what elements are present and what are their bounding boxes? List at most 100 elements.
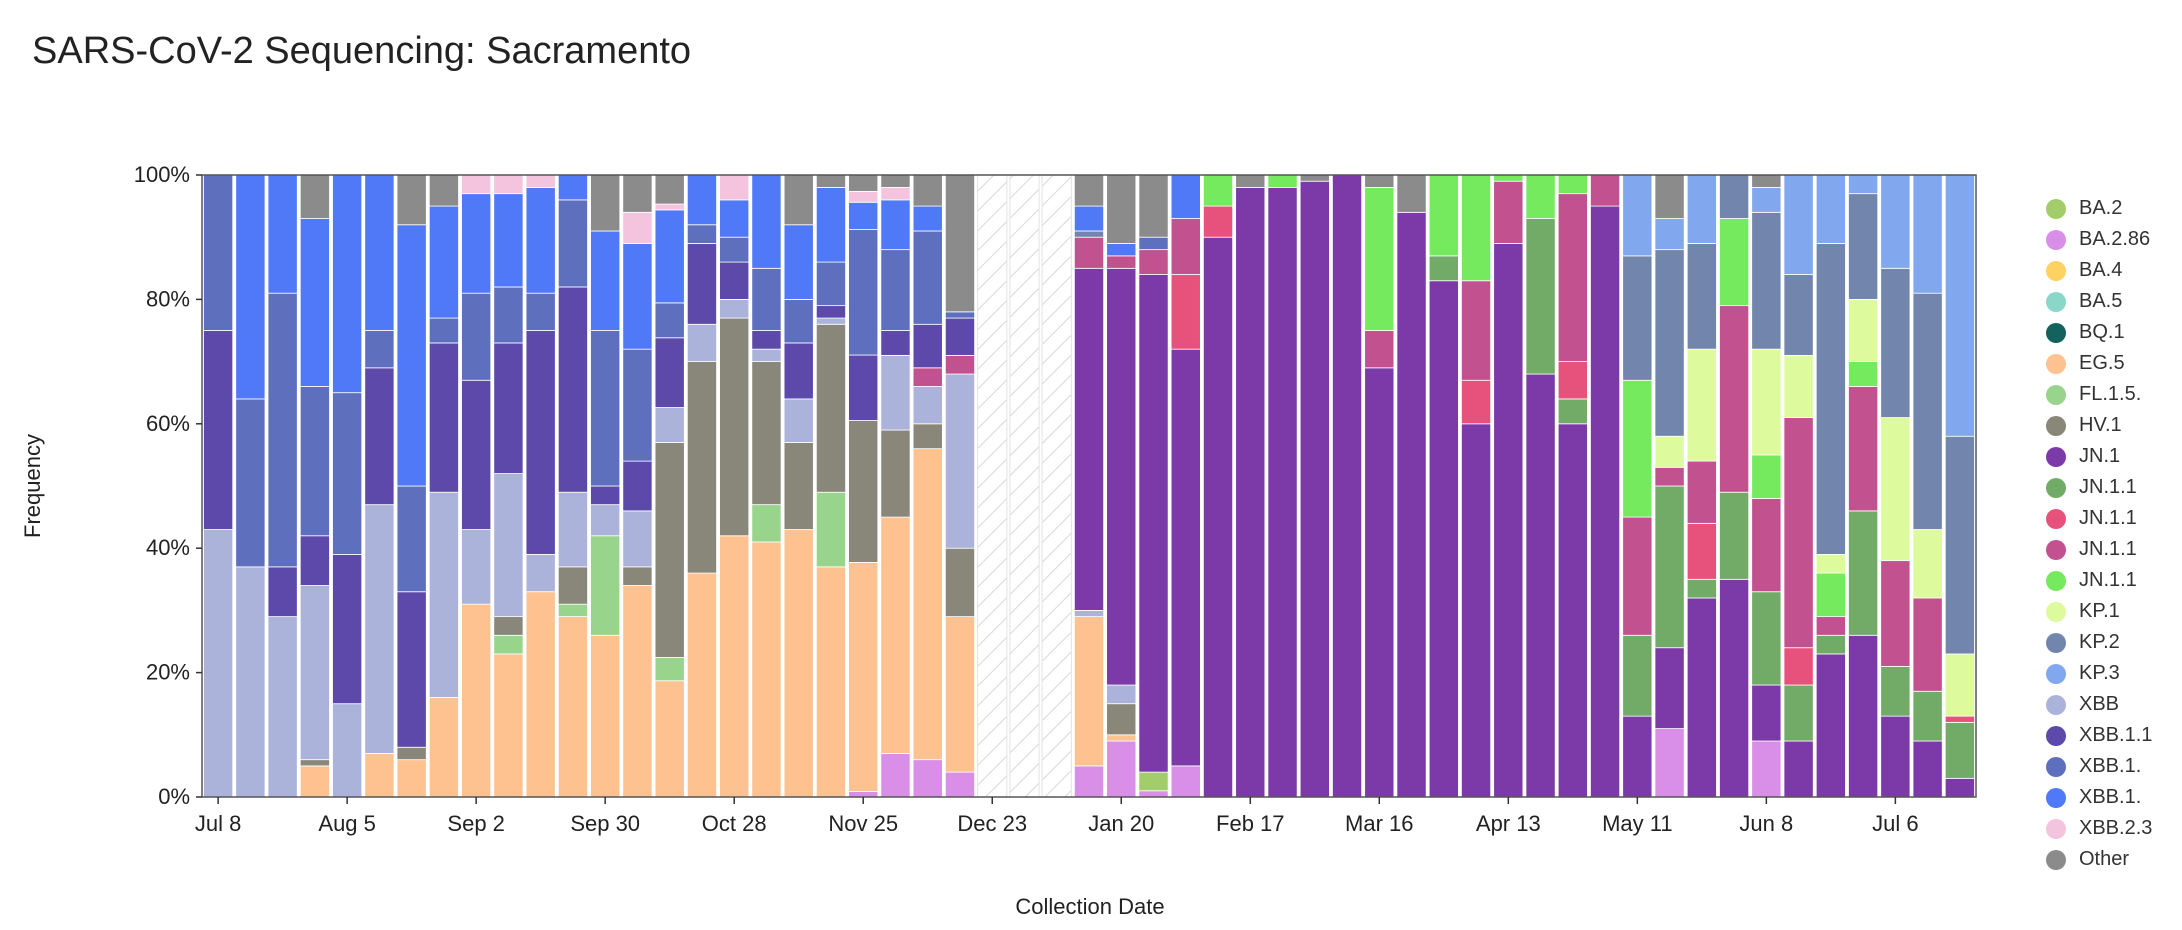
x-tick-label: Nov 25 xyxy=(828,811,898,836)
bar-segment-xbb11 xyxy=(944,317,976,356)
legend-swatch xyxy=(2046,508,2066,529)
legend-swatch xyxy=(2046,787,2066,808)
bar-segment-xbb1c xyxy=(267,174,298,294)
legend-label: JN.1.1 xyxy=(2079,538,2137,560)
legend-item[interactable]: XBB xyxy=(2046,689,2182,720)
bar-segment-jn1d xyxy=(1267,174,1298,188)
x-tick-label: Feb 17 xyxy=(1216,811,1285,836)
legend-item[interactable]: JN.1.1 xyxy=(2046,503,2182,534)
bar-segment-hv1 xyxy=(912,423,943,450)
legend-item[interactable]: BA.5 xyxy=(2046,286,2182,317)
bar-segment-jn1c xyxy=(1686,460,1717,524)
bar-segment-jn1c xyxy=(1848,386,1879,512)
bar-segment-jn1a xyxy=(1912,690,1943,742)
bar-segment-xbb11 xyxy=(332,554,363,705)
bar-segment-jn1b xyxy=(1202,205,1234,238)
bar-segment-xbb11 xyxy=(364,367,395,506)
bar-segment-xbb xyxy=(203,529,234,798)
bar-segment-xbb xyxy=(783,398,814,443)
bar-segment-jn1a xyxy=(1654,485,1685,649)
bar-segment-xbb1c xyxy=(235,174,266,400)
bar-segment-kp2 xyxy=(1622,255,1653,381)
legend-swatch xyxy=(2046,415,2066,436)
bar-segment-jn1 xyxy=(1686,597,1717,798)
bar-segment-jn1 xyxy=(1525,373,1556,798)
legend-item[interactable]: XBB.1. xyxy=(2046,782,2182,813)
legend-item[interactable]: KP.1 xyxy=(2046,596,2182,627)
legend-label: KP.2 xyxy=(2079,631,2120,653)
x-tick-label: Sep 2 xyxy=(447,811,505,836)
bar-segment-jn1d xyxy=(1815,572,1846,618)
legend-item[interactable]: Other xyxy=(2046,844,2182,875)
legend-item[interactable]: KP.3 xyxy=(2046,658,2182,689)
bar-segment-other xyxy=(815,174,846,188)
bar-segment-xbb1c xyxy=(525,187,556,294)
legend-item[interactable]: BQ.1 xyxy=(2046,317,2182,348)
bar-segment-xbb1b xyxy=(622,348,653,462)
bar-segment-hv1 xyxy=(848,420,879,563)
bar-segment-jn1d xyxy=(1622,379,1653,518)
legend-item[interactable]: KP.2 xyxy=(2046,627,2182,658)
x-tick-label: Dec 23 xyxy=(957,811,1027,836)
legend-item[interactable]: BA.2.86 xyxy=(2046,224,2182,255)
bar-segment-eg5 xyxy=(493,653,524,798)
legend-label: XBB.2.3 xyxy=(2079,817,2153,839)
bar-segment-xbb xyxy=(364,504,395,754)
bar-segment-fl15 xyxy=(815,491,846,568)
bar-segment-jn1 xyxy=(1912,740,1943,798)
bar-segment-xbb xyxy=(944,373,976,549)
bar-segment-hv1 xyxy=(493,616,524,636)
bar-segment-jn1a xyxy=(1815,634,1846,655)
legend-item[interactable]: XBB.2.3 xyxy=(2046,813,2182,844)
bar-segment-xbb1b xyxy=(815,261,846,307)
legend-item[interactable]: HV.1 xyxy=(2046,410,2182,441)
bar-segment-eg5 xyxy=(686,572,717,798)
legend-item[interactable]: BA.4 xyxy=(2046,255,2182,286)
bar-segment-jn1a xyxy=(1525,218,1556,375)
legend-item[interactable]: XBB.1.1 xyxy=(2046,720,2182,751)
bar-segment-other xyxy=(783,174,814,226)
bar-segment-jn1b xyxy=(1944,715,1975,723)
bar-segment-xbb1b xyxy=(461,292,492,381)
bar-segment-hv1 xyxy=(751,361,782,506)
legend-item[interactable]: EG.5 xyxy=(2046,348,2182,379)
legend-item[interactable]: JN.1.1 xyxy=(2046,565,2182,596)
bar-segment-jn1b xyxy=(1170,274,1201,350)
bar-segment-eg5 xyxy=(299,765,330,798)
legend-item[interactable]: BA.2 xyxy=(2046,193,2182,224)
bar-segment-xbb1c xyxy=(783,224,814,300)
bar-segment-xbb1c xyxy=(364,174,395,331)
bar-segment-kp3 xyxy=(1686,174,1717,244)
bar-segment-eg5 xyxy=(654,680,685,798)
legend-item[interactable]: FL.1.5. xyxy=(2046,379,2182,410)
bar-segment-xbb xyxy=(654,407,685,443)
legend-label: XBB xyxy=(2079,693,2120,715)
legend-item[interactable]: JN.1 xyxy=(2046,441,2182,472)
legend-item[interactable]: XBB.1. xyxy=(2046,751,2182,782)
legend: BA.2 BA.2.86 BA.4 BA.5 BQ.1 EG.5 FL.1.5. HV.1 JN… xyxy=(2046,193,2182,875)
legend-item[interactable]: JN.1.1 xyxy=(2046,534,2182,565)
bar-segment-jn1c xyxy=(912,367,943,387)
bar-segment-eg5 xyxy=(557,616,588,798)
legend-item[interactable]: JN.1.1 xyxy=(2046,472,2182,503)
bar-segment-kp2 xyxy=(1783,274,1814,356)
y-tick-label: 20% xyxy=(146,660,190,685)
x-tick-label: May 11 xyxy=(1602,811,1673,836)
bar-segment-other xyxy=(299,174,330,219)
legend-label: EG.5 xyxy=(2079,352,2125,374)
bar-segment-xbb1c xyxy=(751,174,782,269)
bar-segment-fl15 xyxy=(557,603,588,618)
bar-segment-xbb11 xyxy=(299,535,330,586)
bar-segment-kp2 xyxy=(1654,249,1685,437)
bar-segment-eg5 xyxy=(944,616,976,773)
bar-segment-xbb1c xyxy=(719,199,750,238)
bar-segment-ba286 xyxy=(1751,740,1782,798)
bar-segment-kp1 xyxy=(1848,298,1879,362)
bar-segment-hv1 xyxy=(719,317,750,537)
bar-segment-xbb1b xyxy=(848,229,879,356)
y-tick-label: 80% xyxy=(146,286,190,311)
bar-segment-xbb1b xyxy=(493,286,524,344)
bar-segment-xbb1b xyxy=(719,236,750,263)
bar-segment-eg5 xyxy=(396,759,427,798)
bar-segment-ba286 xyxy=(1654,728,1685,798)
